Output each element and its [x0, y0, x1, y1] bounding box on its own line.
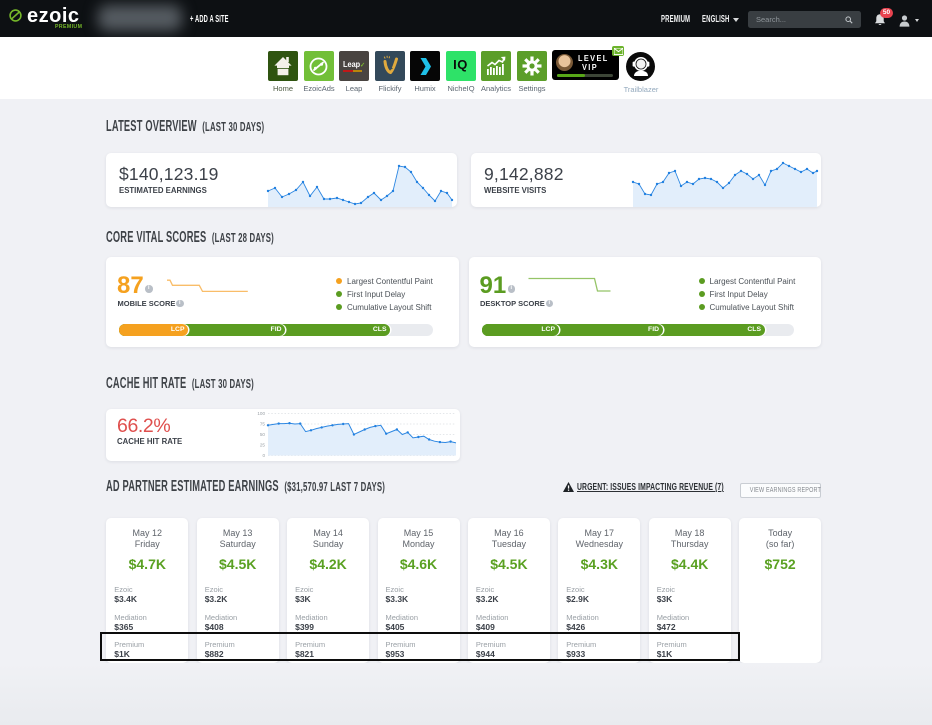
- svg-text:25: 25: [260, 443, 266, 448]
- svg-text:75: 75: [260, 422, 266, 427]
- svg-text:0: 0: [262, 453, 265, 458]
- svg-text:100: 100: [257, 411, 265, 416]
- svg-text:50: 50: [260, 432, 266, 437]
